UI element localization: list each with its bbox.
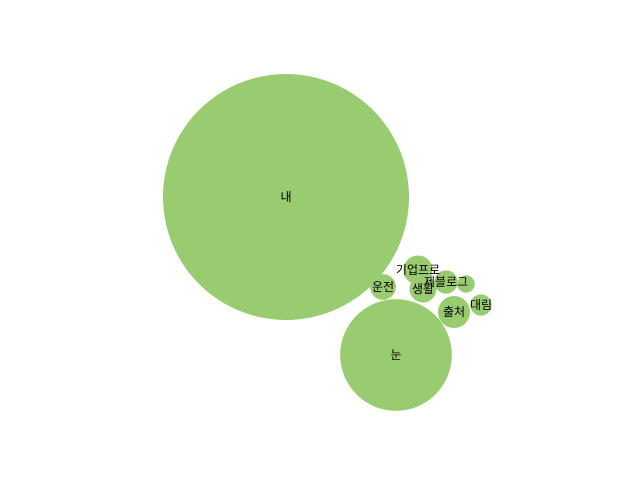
bubble-label-5: 생활 [412,282,434,296]
bubble-7 [437,295,471,329]
bubble-2 [340,299,452,411]
bubble-label-1: 내 [280,190,291,204]
bubble-5 [409,275,437,303]
bubbles-group [163,74,492,411]
bubble-1 [163,74,409,320]
bubble-label-2: 눈 [390,348,401,362]
bubble-6 [434,270,458,294]
bubble-label-4: 운전 [372,280,394,294]
bubble-4 [370,274,396,300]
bubble-unlabeled [457,275,475,293]
bubble-label-3: 기업프로 [396,263,440,277]
bubble-label-7: 출처 [443,305,465,319]
bubble-label-6: 제블로그 [424,275,468,289]
bubble-8 [470,294,492,316]
bubble-label-8: 대림 [470,298,492,312]
